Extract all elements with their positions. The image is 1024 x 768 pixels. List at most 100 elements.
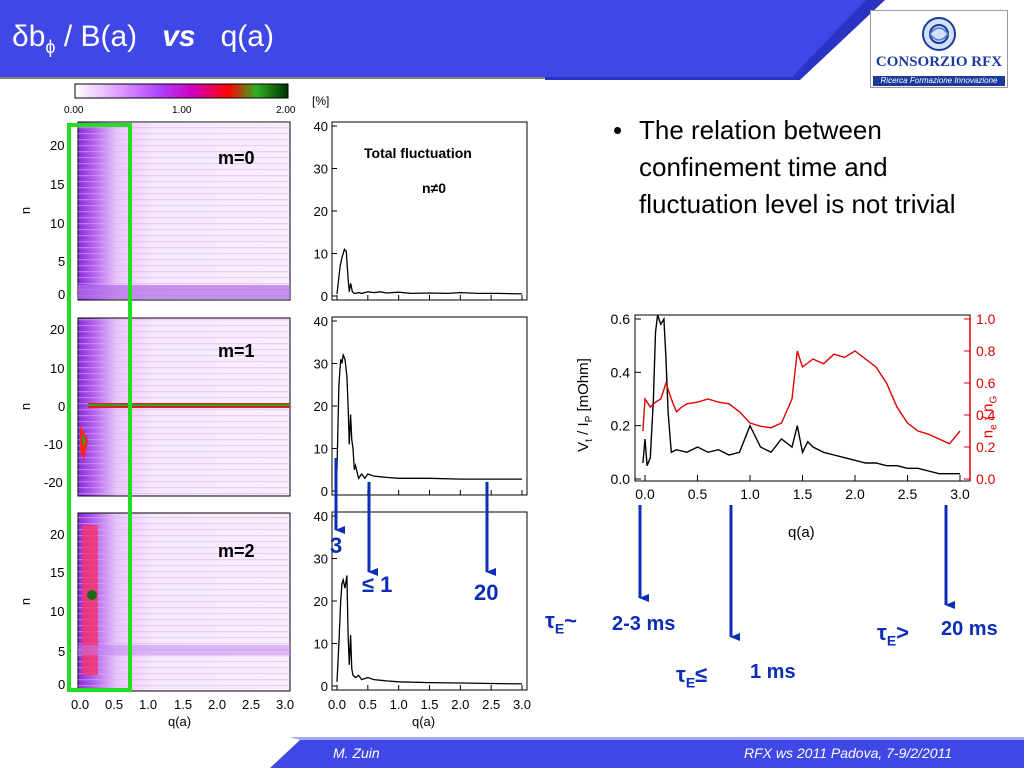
spectrum-xlabel: q(a)	[168, 714, 192, 729]
ytick-left-label: 0.2	[611, 418, 631, 434]
ytick-label: 30	[314, 162, 328, 177]
xtick-label: 2.0	[451, 697, 469, 712]
ytick: 10	[50, 361, 65, 376]
xtick-label: 3.0	[950, 486, 970, 502]
colorbar-tick: 1.00	[172, 105, 192, 116]
spectrum-panels	[67, 121, 291, 692]
ytick-right-label: 0.4	[976, 407, 996, 423]
logo-emblem-icon	[870, 10, 1008, 88]
xtick: 1.0	[139, 697, 158, 712]
bullet-text: The relation between confinement time an…	[639, 115, 956, 219]
panel-label-m0: m=0	[218, 148, 255, 168]
colorbar-tick: 2.00	[276, 105, 296, 116]
fluct-frame	[331, 316, 528, 496]
right-chart: 0.0 0.2 0.4 0.6 0.0 0.2 0.4 0.6 0.8 1.0 0.0 0.5 1.0 1…	[611, 311, 996, 502]
ytick: 20	[50, 527, 65, 542]
ytick-label: 10	[314, 637, 328, 652]
selection-highlight	[67, 123, 132, 692]
fluct-label-20: 20	[474, 580, 499, 605]
ytick-left-label: 0.4	[611, 364, 631, 380]
fluct-label-3: 3	[330, 533, 343, 558]
fluct-series-line	[336, 352, 522, 480]
xtick-label: 1.0	[390, 697, 408, 712]
tau-e-gt: τE>	[877, 620, 910, 649]
ytick-right-label: 0.8	[976, 343, 996, 359]
xtick-label: 1.5	[420, 697, 438, 712]
fluct-xlabel: q(a)	[412, 714, 436, 729]
ytick-label: 40	[314, 119, 328, 134]
xtick-label: 2.5	[482, 697, 500, 712]
right-chart-xlabel: q(a)	[788, 524, 815, 541]
ytick-label: 10	[314, 247, 328, 262]
xtick: 0.0	[71, 697, 90, 712]
resistance-series-line	[642, 314, 960, 475]
ytick-right-label: 1.0	[976, 311, 996, 327]
ytick-label: 20	[314, 594, 328, 609]
ytick-left-label: 0.6	[611, 311, 631, 327]
consorzio-rfx-logo: CONSORZIO RFX Ricerca Formazione Innovaz…	[870, 10, 1008, 88]
fluct-title-line2: n≠0	[422, 180, 447, 196]
fluct-title-line1: Total fluctuation	[364, 145, 472, 161]
colorbar	[74, 83, 289, 99]
slide-title: δbϕ / B(a) vs q(a)	[12, 20, 274, 57]
panel-label-m2: m=2	[218, 541, 255, 561]
xtick-label: 2.0	[845, 486, 865, 502]
header-decoration	[0, 0, 885, 80]
ytick: -10	[44, 437, 63, 452]
ytick-label: 10	[314, 442, 328, 457]
xtick: 2.0	[208, 697, 227, 712]
colorbar-unit: [%]	[312, 94, 330, 108]
ytick-label: 40	[314, 314, 328, 329]
xtick: 0.5	[105, 697, 124, 712]
ytick: 20	[50, 138, 65, 153]
ytick-right-label: 0.6	[976, 375, 996, 391]
tau-e-le: τE≤	[676, 662, 708, 691]
time-2-3-ms: 2-3 ms	[612, 613, 676, 635]
bullet-dot-icon: •	[613, 115, 623, 145]
xtick-label: 1.5	[793, 486, 813, 502]
ytick-label: 40	[314, 509, 328, 524]
fluct-label-1: ≤ 1	[362, 572, 393, 597]
fluctuation-panels: 0 10 20 30 40 0 10 20 30 40 0 10 20 30 40 0.0 0.5 1.0 1.5 2…	[314, 119, 532, 712]
ytick: -20	[44, 475, 63, 490]
ytick-right-label: 0.0	[976, 471, 996, 487]
ytick: 5	[58, 644, 66, 659]
fluct-frame	[331, 511, 528, 691]
density-series-line	[642, 350, 961, 445]
ytick-left-label: 0.0	[611, 471, 631, 487]
panel-label-m1: m=1	[218, 341, 255, 361]
ytick-right-label: 0.2	[976, 439, 996, 455]
xtick-label: 0.0	[635, 486, 655, 502]
ytick: 20	[50, 322, 65, 337]
xtick-label: 0.5	[359, 697, 377, 712]
ytick: 10	[50, 216, 65, 231]
ytick: 10	[50, 604, 65, 619]
footer-bar	[270, 737, 1024, 768]
xtick-label: 0.5	[688, 486, 708, 502]
time-20-ms: 20 ms	[941, 618, 998, 640]
ytick-label: 0	[321, 484, 328, 499]
logo-tagline: Ricerca Formazione Innovazione	[880, 76, 998, 85]
xtick: 2.5	[242, 697, 261, 712]
ytick-label: 20	[314, 399, 328, 414]
ytick: 0	[58, 399, 66, 414]
fluct-frame	[331, 121, 528, 301]
fluct-series-line	[336, 575, 523, 685]
xtick-label: 1.0	[740, 486, 760, 502]
ytick-label: 30	[314, 357, 328, 372]
xtick: 3.0	[276, 697, 295, 712]
ytick-label: 0	[321, 679, 328, 694]
logo-name: CONSORZIO RFX	[875, 54, 1003, 70]
ytick: 0	[58, 287, 66, 302]
tau-e-tilde: τE~	[545, 608, 578, 637]
footer-event: RFX ws 2011 Padova, 7-9/2/2011	[744, 745, 953, 761]
ytick-label: 30	[314, 552, 328, 567]
ytick-label: 0	[321, 289, 328, 304]
xtick-label: 3.0	[513, 697, 531, 712]
time-1-ms: 1 ms	[750, 661, 796, 683]
footer-author: M. Zuin	[333, 745, 380, 761]
ytick: 5	[58, 254, 66, 269]
ytick: 15	[50, 565, 65, 580]
